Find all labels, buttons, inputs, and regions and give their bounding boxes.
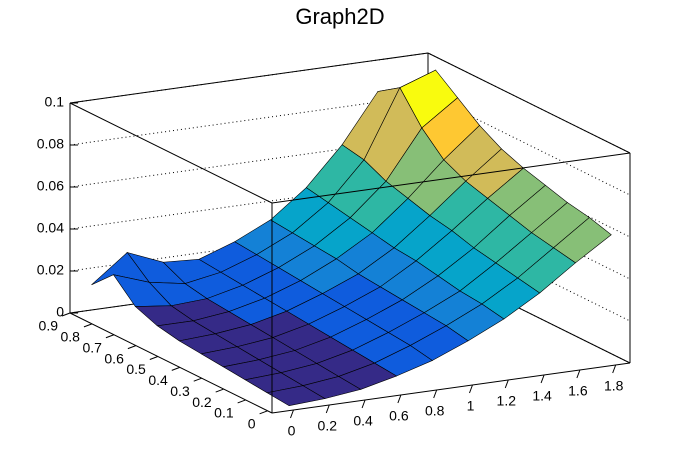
y-tick-label: 0: [248, 416, 256, 432]
y-tick: [237, 399, 246, 404]
x-tick: [290, 409, 294, 419]
grid-line: [69, 94, 631, 196]
x-tick: [469, 384, 473, 394]
z-tick-label: 0: [56, 304, 64, 320]
x-tick-label: 0: [288, 423, 296, 439]
x-tick: [397, 394, 402, 404]
y-tick: [171, 366, 180, 371]
x-tick: [325, 404, 330, 414]
y-tick-label: 0.4: [148, 372, 168, 388]
x-tick-label: 1.2: [497, 393, 517, 409]
chart-title: Graph2D: [295, 4, 384, 29]
box-edge: [69, 102, 273, 204]
z-tick-label: 0.02: [37, 262, 64, 278]
z-tick-label: 0.06: [37, 178, 64, 194]
y-tick: [193, 377, 202, 382]
box-edge: [271, 362, 631, 414]
x-tick-label: 1: [467, 398, 475, 414]
x-tick: [433, 389, 438, 399]
grid-line: [69, 52, 631, 154]
x-tick-label: 1.8: [604, 378, 624, 394]
x-tick: [361, 399, 366, 409]
x-tick-label: 0.2: [318, 418, 338, 434]
grid-line: [69, 220, 631, 322]
y-tick-label: 0.5: [126, 361, 146, 377]
x-tick-label: 0.4: [353, 413, 373, 429]
x-tick: [612, 364, 617, 374]
y-tick: [105, 334, 115, 339]
x-tick: [504, 379, 509, 389]
y-tick-label: 0.2: [192, 394, 212, 410]
y-tick-label: 0.3: [170, 383, 190, 399]
y-tick-label: 0.9: [39, 318, 59, 334]
grid-line: [69, 136, 631, 238]
grid-line: [69, 178, 631, 280]
y-tick: [259, 410, 268, 415]
z-tick-label: 0.04: [37, 220, 64, 236]
y-tick: [61, 312, 71, 317]
y-tick-label: 0.1: [214, 405, 234, 421]
y-tick: [149, 356, 159, 360]
x-tick-label: 0.6: [389, 408, 409, 424]
y-tick: [83, 323, 93, 328]
x-tick-label: 0.8: [425, 403, 445, 419]
x-tick-label: 1.4: [532, 388, 552, 404]
y-tick: [215, 388, 224, 393]
y-tick-label: 0.8: [60, 329, 80, 345]
x-tick: [576, 369, 581, 379]
y-tick: [127, 345, 137, 350]
y-tick-label: 0.6: [104, 350, 124, 366]
x-tick-label: 1.6: [568, 383, 588, 399]
y-tick-label: 0.7: [82, 339, 102, 355]
x-tick: [540, 374, 545, 384]
box-edge: [271, 152, 631, 204]
z-tick-label: 0.08: [37, 136, 64, 152]
box-edge: [427, 52, 631, 154]
surface-cell: [266, 385, 326, 407]
z-tick-label: 0.1: [45, 94, 65, 110]
box-edge: [69, 312, 273, 414]
